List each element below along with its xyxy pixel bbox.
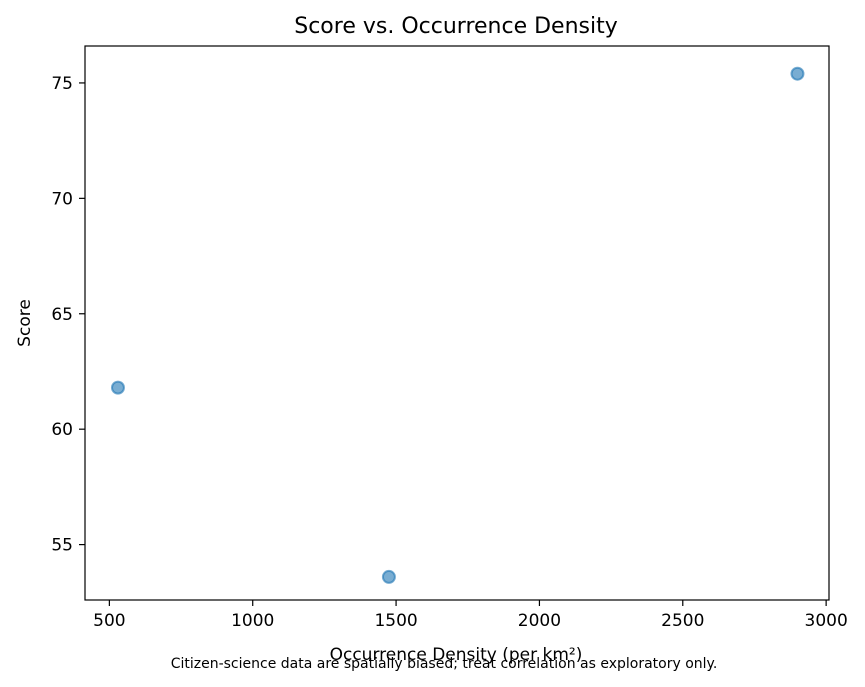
y-tick-label: 65: [51, 305, 73, 325]
y-tick-label: 70: [51, 189, 73, 209]
chart-title: Score vs. Occurrence Density: [294, 14, 618, 39]
y-axis-ticks: 55 60 65 70 75: [51, 74, 85, 556]
points-layer: [110, 66, 805, 584]
x-axis-ticks: 500 1000 1500 2000 2500 3000: [93, 600, 848, 631]
x-tick-label: 1500: [374, 611, 417, 631]
scatter-point: [110, 380, 125, 395]
x-tick-label: 3000: [805, 611, 848, 631]
plot-area: [84, 45, 830, 601]
y-tick-label: 75: [51, 74, 73, 94]
x-tick-label: 2000: [518, 611, 561, 631]
x-tick-label: 1000: [231, 611, 274, 631]
y-tick-label: 55: [51, 536, 73, 556]
y-axis-label: Score: [15, 299, 35, 347]
axes-frame: [84, 45, 830, 601]
x-tick-label: 2500: [661, 611, 704, 631]
x-axis-label: Occurrence Density (per km²): [330, 645, 583, 665]
scatter-point: [381, 569, 396, 584]
x-tick-label: 500: [93, 611, 125, 631]
y-tick-label: 60: [51, 420, 73, 440]
footnote: Citizen-science data are spatially biase…: [171, 656, 718, 672]
scatter-point: [790, 66, 805, 81]
